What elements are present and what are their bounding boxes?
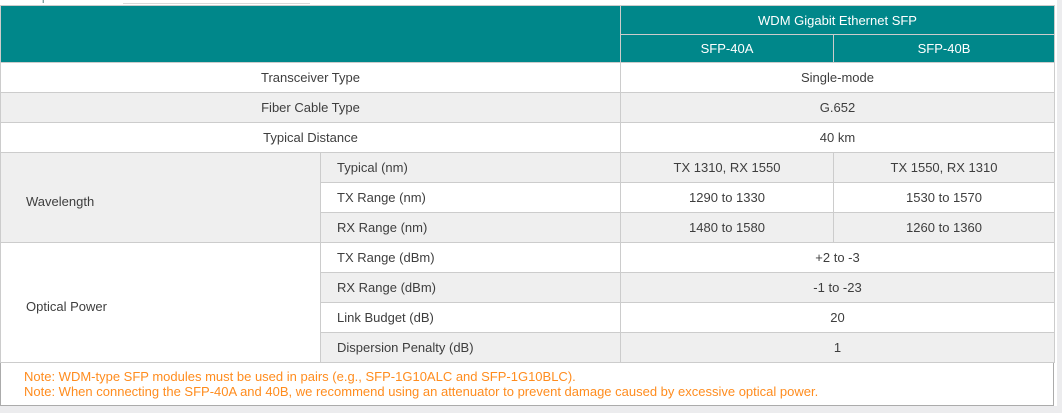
table-row: RX Range (nm) 1480 to 1580 1260 to 1360 — [1, 212, 1056, 243]
table-row: Link Budget (dB) 20 — [1, 302, 1056, 333]
value-dispersion-penalty: 1 — [619, 332, 1056, 363]
table-row: Wavelength Typical (nm) TX 1310, RX 1550… — [0, 152, 1056, 243]
value-wavelength-typical-40a: TX 1310, RX 1550 — [620, 152, 834, 183]
top-cutoff-strip: Optical Fiber Read more — [0, 0, 1057, 5]
value-wavelength-rx-range-40a: 1480 to 1580 — [620, 212, 834, 243]
tab-underline-rule — [123, 3, 310, 4]
table-row: Dispersion Penalty (dB) 1 — [1, 332, 1056, 363]
row-label-typical-distance: Typical Distance — [0, 122, 621, 153]
row-label-fiber-cable-type: Fiber Cable Type — [0, 92, 621, 123]
value-wavelength-tx-range-40a: 1290 to 1330 — [620, 182, 834, 213]
spec-table-container: WDM Gigabit Ethernet SFP SFP-40A SFP-40B… — [0, 5, 1056, 406]
sfp-spec-table: WDM Gigabit Ethernet SFP SFP-40A SFP-40B… — [0, 5, 1056, 363]
value-wavelength-tx-range-40b: 1530 to 1570 — [832, 182, 1056, 213]
group-label-optical-power: Optical Power — [0, 242, 321, 363]
value-typical-distance: 40 km — [619, 122, 1056, 153]
value-wavelength-typical-40b: TX 1550, RX 1310 — [832, 152, 1056, 183]
value-power-rx-range: -1 to -23 — [619, 272, 1056, 303]
column-header-sfp-40a: SFP-40A — [620, 34, 834, 63]
table-corner-spacer — [0, 5, 621, 63]
value-link-budget: 20 — [619, 302, 1056, 333]
table-row: RX Range (dBm) -1 to -23 — [1, 272, 1056, 303]
row-label-link-budget: Link Budget (dB) — [320, 302, 621, 333]
column-header-sfp-40b: SFP-40B — [832, 34, 1056, 63]
row-label-power-rx-range: RX Range (dBm) — [320, 272, 621, 303]
row-label-wavelength-typical: Typical (nm) — [320, 152, 621, 183]
row-label-transceiver-type: Transceiver Type — [0, 62, 621, 93]
note-pairs: Note: WDM-type SFP modules must be used … — [24, 369, 576, 384]
note-attenuator: Note: When connecting the SFP-40A and 40… — [24, 384, 819, 399]
notes-box: Note: WDM-type SFP modules must be used … — [0, 363, 1054, 406]
table-row: Transceiver Type Single-mode — [0, 62, 1056, 93]
value-transceiver-type: Single-mode — [619, 62, 1056, 93]
value-power-tx-range: +2 to -3 — [619, 242, 1056, 273]
table-row: Optical Power TX Range (dBm) +2 to -3 — [0, 242, 1056, 363]
table-row: TX Range (nm) 1290 to 1330 1530 to 1570 — [1, 182, 1056, 213]
row-label-dispersion-penalty: Dispersion Penalty (dB) — [320, 332, 621, 363]
row-label-power-tx-range: TX Range (dBm) — [320, 242, 621, 273]
table-row: Typical Distance 40 km — [0, 122, 1056, 153]
value-wavelength-rx-range-40b: 1260 to 1360 — [832, 212, 1056, 243]
group-label-wavelength: Wavelength — [0, 152, 321, 243]
tab-optical-fiber[interactable]: Optical Fiber — [30, 0, 115, 4]
row-label-wavelength-tx-range: TX Range (nm) — [320, 182, 621, 213]
row-label-wavelength-rx-range: RX Range (nm) — [320, 212, 621, 243]
column-group-header: WDM Gigabit Ethernet SFP — [619, 5, 1056, 35]
table-row: Fiber Cable Type G.652 — [0, 92, 1056, 123]
page-content: Optical Fiber Read more WDM Gigabit Ethe… — [0, 0, 1057, 406]
read-more-link[interactable]: Read more — [310, 0, 384, 4]
value-fiber-cable-type: G.652 — [619, 92, 1056, 123]
